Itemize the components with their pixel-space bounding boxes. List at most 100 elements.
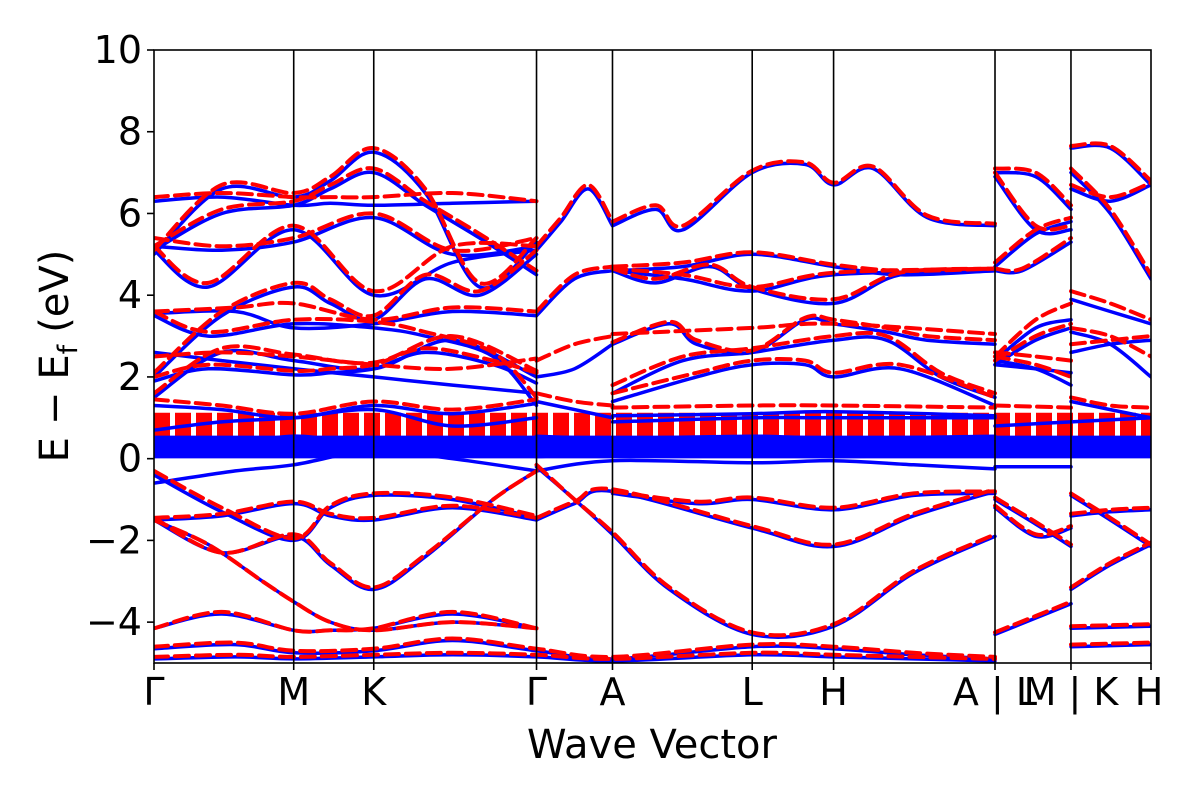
band-solid-40 xyxy=(154,195,539,208)
x-tick-label: H xyxy=(819,670,848,714)
band-dashed-78 xyxy=(993,599,1073,635)
band-dashed-100 xyxy=(534,182,615,249)
x-axis-title: Wave Vector xyxy=(527,722,778,768)
band-solid-14 xyxy=(154,638,997,661)
band-solid-31 xyxy=(154,401,539,420)
y-tick-label: 6 xyxy=(118,191,142,235)
y-tick-label: 2 xyxy=(118,355,142,399)
band-dashed-103 xyxy=(534,391,615,408)
plot-frame xyxy=(153,49,1152,664)
band-dashed-87 xyxy=(1069,640,1151,647)
band-solid-62 xyxy=(993,358,1073,387)
band-dashed-112 xyxy=(610,403,997,410)
band-solid-20 xyxy=(154,448,539,485)
band-solid-53 xyxy=(610,361,997,408)
y-axis-title: E−Ef(eV) xyxy=(32,250,84,463)
x-axis-ticks: Γ M K Γ A L H A | LM | K H xyxy=(143,663,1163,715)
x-tick-label: H xyxy=(1135,670,1164,714)
x-tick-label: M | K xyxy=(1024,670,1120,715)
band-dashed-82 xyxy=(1069,491,1151,547)
band-dashed-97 xyxy=(154,190,539,204)
band-solid-16 xyxy=(1069,624,1151,631)
x-tick-label: Γ xyxy=(526,670,547,714)
band-solid-55 xyxy=(993,170,1073,212)
band-solid-57 xyxy=(993,219,1073,269)
y-axis-ticks: −4 −2 0 2 4 6 8 10 xyxy=(86,28,154,644)
band-dashed-121 xyxy=(993,403,1073,410)
band-solid-33 xyxy=(154,350,539,396)
band-dashed-91 xyxy=(154,334,539,396)
band-solid-44 xyxy=(534,268,615,318)
band-dashed-126 xyxy=(1069,325,1151,359)
band-dashed-90 xyxy=(154,350,539,371)
band-solid-41 xyxy=(154,150,539,290)
band-solid-49 xyxy=(610,264,997,306)
band-solid-48 xyxy=(610,252,997,277)
band-solid-19 xyxy=(154,434,539,449)
band-dashed-95 xyxy=(154,223,539,294)
band-solid-23 xyxy=(534,442,997,449)
band-dashed-99 xyxy=(154,166,539,273)
band-dashed-113 xyxy=(993,166,1073,208)
band-solid-39 xyxy=(154,215,539,258)
band-dashed-74 xyxy=(154,468,539,541)
band-dashed-114 xyxy=(993,170,1073,232)
band-dashed-125 xyxy=(1069,289,1151,322)
band-dashed-116 xyxy=(993,236,1073,273)
band-dashed-123 xyxy=(1069,141,1151,183)
band-dashed-72 xyxy=(154,468,539,590)
x-tick-label: L xyxy=(742,670,763,714)
band-dashed-86 xyxy=(1069,622,1151,629)
band-solid-66 xyxy=(1069,297,1151,326)
x-tick-label: A xyxy=(599,670,625,714)
band-dashed-76 xyxy=(534,486,997,547)
band-solid-32 xyxy=(154,350,539,385)
band-dashed-83 xyxy=(1069,505,1151,516)
band-dashed-79 xyxy=(993,495,1073,547)
x-tick-label: Γ xyxy=(143,670,164,714)
band-dashed-107 xyxy=(610,266,997,290)
band-dashed-75 xyxy=(534,462,997,638)
band-dashed-127 xyxy=(1069,334,1151,347)
band-solid-65 xyxy=(1069,183,1151,203)
y-tick-label: −4 xyxy=(86,600,142,644)
band-dashed-73 xyxy=(154,499,539,521)
y-tick-label: 8 xyxy=(118,110,142,154)
band-dashed-110 xyxy=(610,330,997,396)
band-solid-22 xyxy=(534,452,997,459)
band-dashed-115 xyxy=(993,215,1073,265)
y-tick-label: 4 xyxy=(118,273,142,317)
band-dashed-84 xyxy=(154,636,997,659)
band-dashed-81 xyxy=(1069,540,1151,590)
x-tick-label: M xyxy=(277,670,310,714)
band-dashed-77 xyxy=(610,489,997,510)
band-solid-13 xyxy=(1069,508,1151,518)
band-dashed-94 xyxy=(154,248,539,375)
band-dashed-117 xyxy=(993,301,1073,359)
band-dashed-70 xyxy=(154,609,539,634)
band-dashed-80 xyxy=(993,503,1073,537)
band-solid-3 xyxy=(154,501,539,523)
band-solid-46 xyxy=(534,399,615,420)
band-dashed-109 xyxy=(610,313,997,354)
band-dashed-85 xyxy=(154,650,997,661)
band-solid-17 xyxy=(1069,642,1151,649)
band-solid-68 xyxy=(1069,338,1151,355)
band-dashed-101 xyxy=(534,264,615,314)
band-solid-63 xyxy=(1069,170,1151,281)
y-tick-label: 10 xyxy=(94,28,142,72)
band-dashed-122 xyxy=(1069,166,1151,277)
band-dashed-120 xyxy=(993,354,1073,379)
band-solid-54 xyxy=(610,409,997,418)
band-dashed-96 xyxy=(154,211,539,253)
x-tick-label: K xyxy=(361,670,387,714)
band-dashed-71 xyxy=(154,518,539,633)
high-symmetry-lines xyxy=(292,50,1072,663)
band-dashed-98 xyxy=(154,146,539,286)
band-dashed-119 xyxy=(993,350,1073,363)
band-dashed-104 xyxy=(610,159,997,229)
band-dashed-111 xyxy=(610,357,997,400)
y-tick-label: −2 xyxy=(86,518,142,562)
band-solid-69 xyxy=(1069,399,1151,420)
